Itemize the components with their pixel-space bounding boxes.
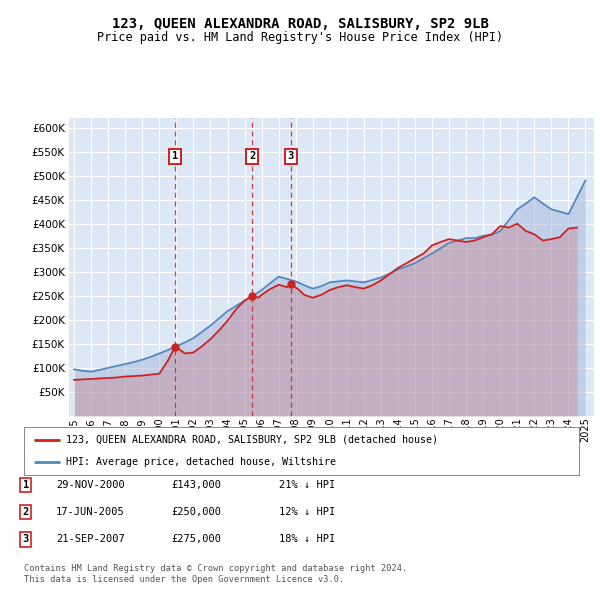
Text: This data is licensed under the Open Government Licence v3.0.: This data is licensed under the Open Gov… [24,575,344,584]
Text: 123, QUEEN ALEXANDRA ROAD, SALISBURY, SP2 9LB (detached house): 123, QUEEN ALEXANDRA ROAD, SALISBURY, SP… [65,435,437,445]
Text: 12% ↓ HPI: 12% ↓ HPI [279,507,335,517]
Text: £250,000: £250,000 [171,507,221,517]
Text: 123, QUEEN ALEXANDRA ROAD, SALISBURY, SP2 9LB: 123, QUEEN ALEXANDRA ROAD, SALISBURY, SP… [112,17,488,31]
Text: 18% ↓ HPI: 18% ↓ HPI [279,535,335,544]
Text: 21-SEP-2007: 21-SEP-2007 [56,535,125,544]
Text: 3: 3 [23,535,29,544]
Text: Contains HM Land Registry data © Crown copyright and database right 2024.: Contains HM Land Registry data © Crown c… [24,565,407,573]
Text: 2: 2 [249,152,256,162]
Text: HPI: Average price, detached house, Wiltshire: HPI: Average price, detached house, Wilt… [65,457,335,467]
Text: 1: 1 [172,152,178,162]
Text: 29-NOV-2000: 29-NOV-2000 [56,480,125,490]
Text: 21% ↓ HPI: 21% ↓ HPI [279,480,335,490]
Text: 1: 1 [23,480,29,490]
Text: 2: 2 [23,507,29,517]
Text: 3: 3 [288,152,294,162]
Text: 17-JUN-2005: 17-JUN-2005 [56,507,125,517]
Text: £143,000: £143,000 [171,480,221,490]
Text: Price paid vs. HM Land Registry's House Price Index (HPI): Price paid vs. HM Land Registry's House … [97,31,503,44]
Text: £275,000: £275,000 [171,535,221,544]
